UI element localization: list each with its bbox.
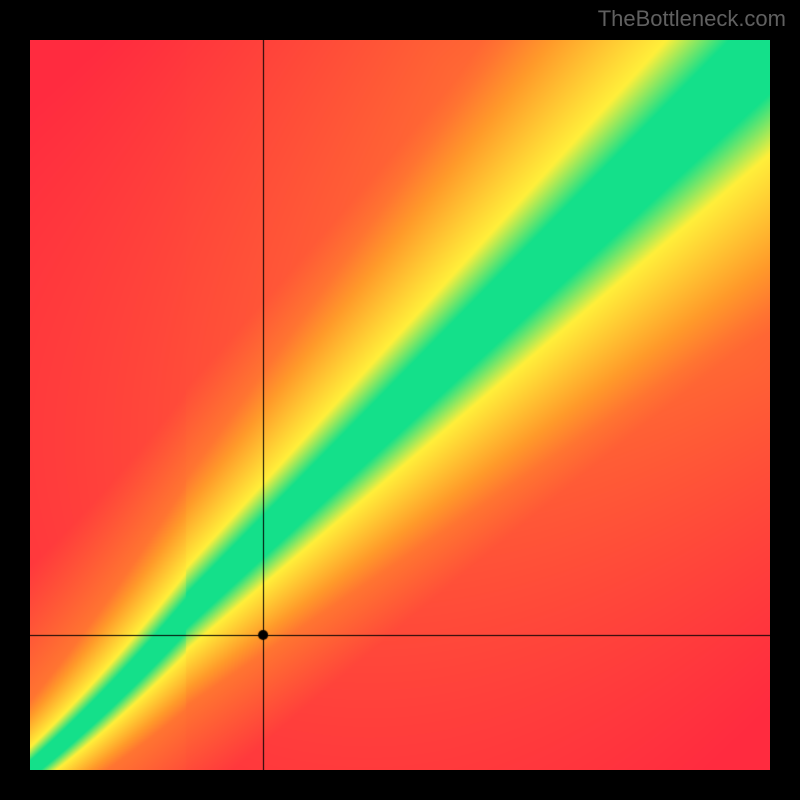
- chart-container: TheBottleneck.com: [0, 0, 800, 800]
- bottleneck-heatmap: [30, 40, 770, 770]
- watermark-text: TheBottleneck.com: [598, 6, 786, 32]
